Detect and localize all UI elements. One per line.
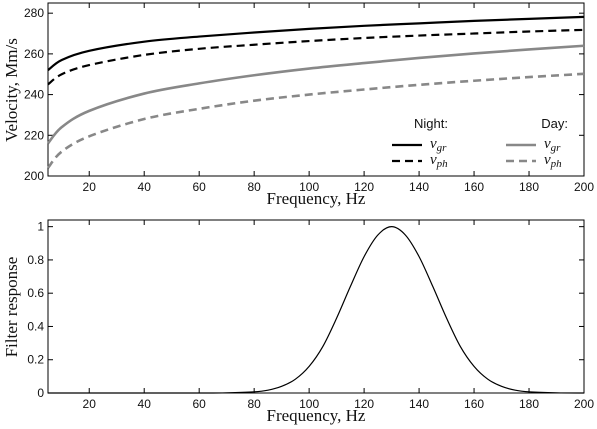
velocity-x-tick-label: 200: [574, 180, 594, 194]
legend-label-3: vph: [544, 152, 562, 170]
filter-x-tick-label: 80: [247, 397, 261, 411]
filter-series: [47, 226, 585, 394]
legend-label-1: vph: [430, 152, 448, 170]
velocity-y-tick-label: 220: [24, 128, 44, 142]
filter-x-tick-label: 160: [464, 397, 484, 411]
filter-x-tick-label: 200: [574, 397, 594, 411]
filter-x-axis-title: Frequency, Hz: [267, 406, 366, 425]
filter-x-tick-label: 120: [354, 397, 374, 411]
velocity-y-axis-title: Velocity, Mm/s: [2, 38, 21, 142]
filter-plot-frame: [47, 219, 585, 394]
filter-x-tick-label: 20: [83, 397, 97, 411]
filter-y-tick-label: 0.4: [27, 319, 44, 333]
velocity-x-tick-label: 80: [247, 180, 261, 194]
filter-series-line-0: [47, 226, 585, 394]
velocity-x-tick-label: 100: [299, 180, 319, 194]
legend-group-night: Night:: [414, 116, 448, 131]
velocity-y-tick-label: 260: [24, 47, 44, 61]
velocity-x-tick-label: 160: [464, 180, 484, 194]
velocity-plot-frame: [47, 2, 585, 177]
velocity-x-axis-title: Frequency, Hz: [267, 189, 366, 208]
filter-y-axis-title: Filter response: [2, 257, 21, 358]
velocity-series-line-2: [46, 44, 585, 145]
velocity-chart: 20 40 60 80 100 120 140 160 180 200 200 220 240 260 28…: [2, 2, 594, 208]
velocity-x-tick-label: 60: [192, 180, 206, 194]
filter-x-tick-label: 140: [409, 397, 429, 411]
velocity-series-line-3: [46, 72, 585, 169]
legend-label-0: vgr: [430, 136, 447, 154]
velocity-series-line-1: [47, 28, 585, 86]
filter-x-tick-label: 180: [519, 397, 539, 411]
velocity-x-tick-label: 20: [83, 180, 97, 194]
velocity-x-tick-label: 120: [354, 180, 374, 194]
velocity-y-tick-label: 200: [24, 169, 44, 183]
filter-ticks: 20 40 60 80 100 120 140 160 180 200 0 0.2 0.4 0.6 0.8 1: [27, 220, 594, 411]
velocity-x-tick-label: 140: [409, 180, 429, 194]
filter-x-tick-label: 100: [299, 397, 319, 411]
velocity-x-tick-label: 40: [138, 180, 152, 194]
filter-y-tick-label: 0: [37, 386, 44, 400]
filter-y-tick-label: 1: [37, 220, 44, 234]
filter-y-tick-label: 0.8: [27, 253, 44, 267]
velocity-x-tick-label: 180: [519, 180, 539, 194]
legend-group-day: Day:: [541, 116, 568, 131]
filter-y-tick-label: 0.2: [27, 353, 44, 367]
velocity-y-tick-label: 240: [24, 88, 44, 102]
filter-x-tick-label: 60: [192, 397, 206, 411]
velocity-series-line-0: [47, 15, 585, 72]
filter-chart: 20 40 60 80 100 120 140 160 180 200 0 0.2 0.4 0.6 0.8 1…: [2, 219, 594, 425]
velocity-ticks: 20 40 60 80 100 120 140 160 180 200 200 220 240 260 28…: [24, 3, 594, 194]
filter-y-tick-label: 0.6: [27, 286, 44, 300]
filter-x-tick-label: 40: [138, 397, 152, 411]
legend-label-2: vgr: [544, 136, 561, 154]
velocity-series: [46, 15, 585, 169]
velocity-y-tick-label: 280: [24, 6, 44, 20]
